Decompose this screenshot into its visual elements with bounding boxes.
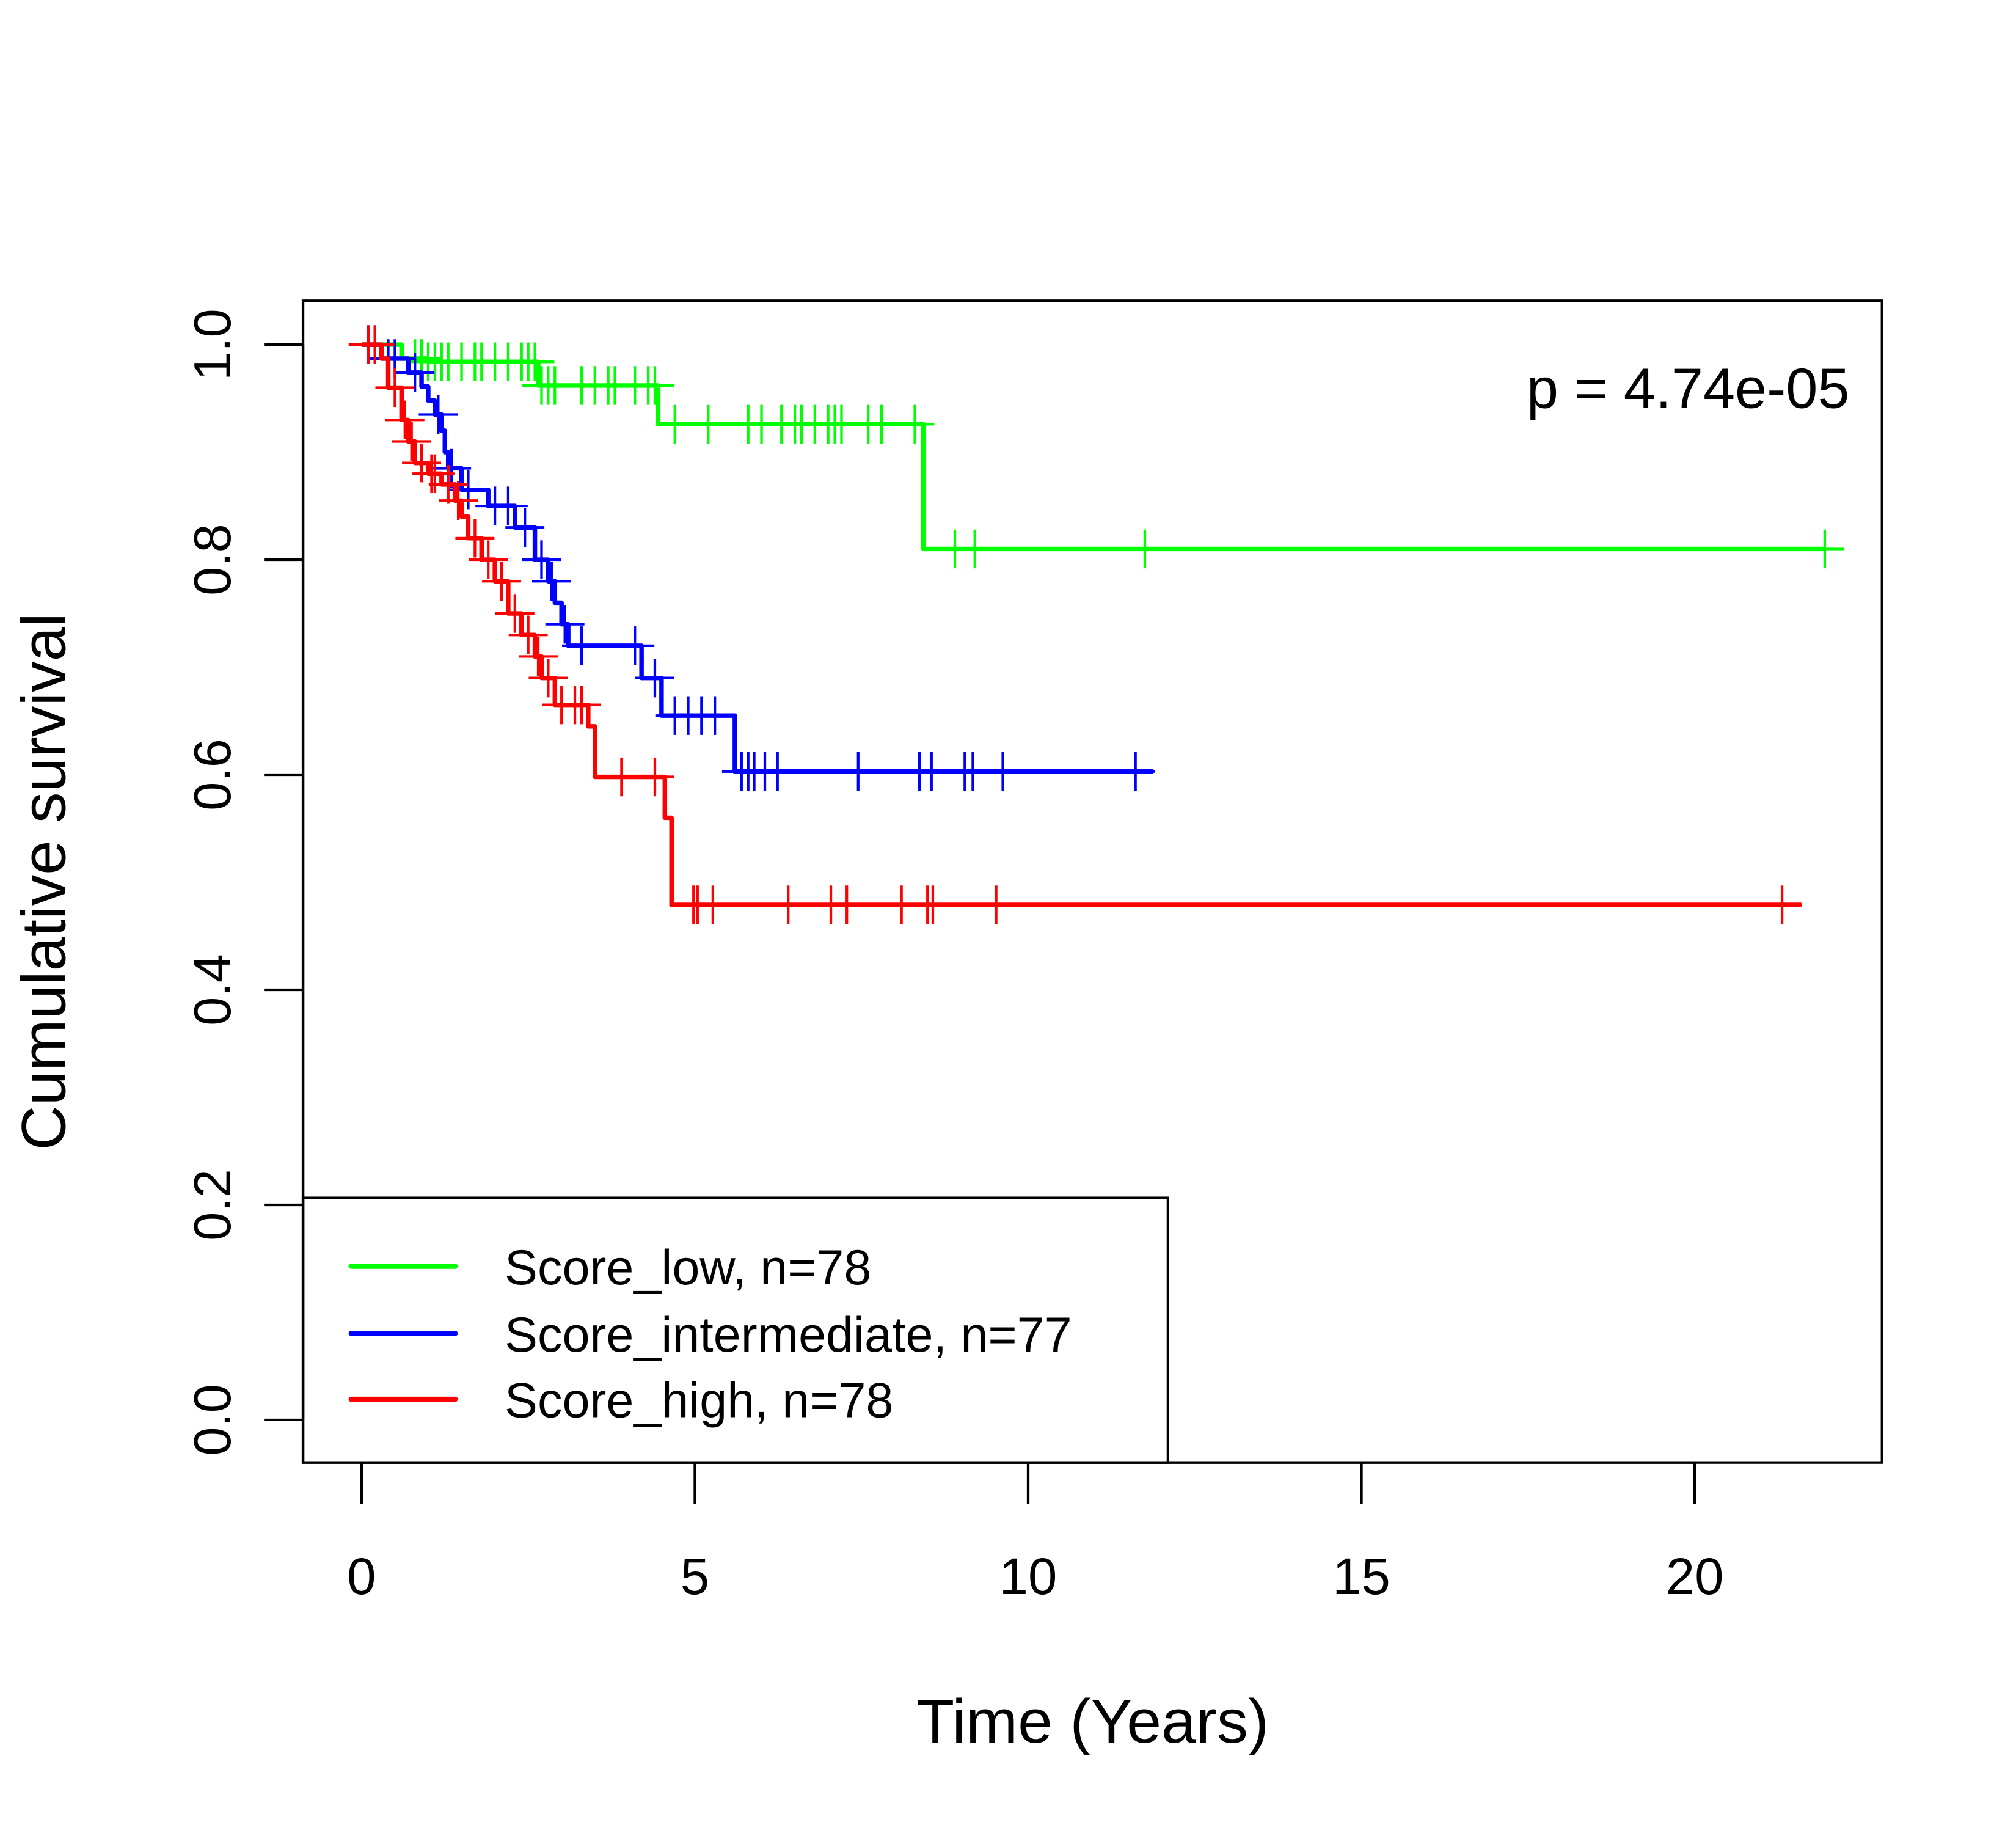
y-tick-label: 0.8 bbox=[183, 524, 241, 595]
y-tick-label: 0.6 bbox=[183, 739, 241, 810]
survival-curve bbox=[361, 342, 1154, 774]
survival-curve bbox=[361, 342, 1802, 907]
x-axis-title: Time (Years) bbox=[916, 1686, 1269, 1756]
y-tick-label: 0.0 bbox=[183, 1384, 241, 1455]
x-tick-label: 20 bbox=[1666, 1547, 1724, 1605]
legend-label-low: Score_low, n=78 bbox=[505, 1240, 871, 1295]
legend: Score_low, n=78 Score_intermediate, n=77… bbox=[301, 1196, 1169, 1464]
y-axis-title: Cumulative survival bbox=[9, 613, 78, 1150]
p-value-annotation: p = 4.74e-05 bbox=[1527, 357, 1850, 420]
survival-curves bbox=[348, 325, 1844, 924]
legend-box bbox=[301, 1196, 1169, 1464]
y-tick-label: 0.4 bbox=[183, 954, 241, 1025]
y-tick-label: 1.0 bbox=[183, 309, 241, 380]
series-0 bbox=[361, 339, 1844, 569]
x-tick-label: 10 bbox=[999, 1547, 1057, 1605]
y-tick-label: 0.2 bbox=[183, 1169, 241, 1240]
x-tick-label: 0 bbox=[347, 1547, 376, 1605]
legend-label-high: Score_high, n=78 bbox=[505, 1374, 893, 1429]
y-axis: 0.0 0.2 0.4 0.6 0.8 1.0 bbox=[183, 309, 305, 1456]
series-2 bbox=[348, 325, 1802, 924]
x-tick-label: 15 bbox=[1332, 1547, 1390, 1605]
legend-label-intermediate: Score_intermediate, n=77 bbox=[505, 1308, 1072, 1363]
survival-curve bbox=[361, 342, 1825, 552]
series-1 bbox=[348, 325, 1155, 791]
x-tick-label: 5 bbox=[681, 1547, 709, 1605]
x-axis: 0 5 10 15 20 bbox=[347, 1461, 1724, 1605]
